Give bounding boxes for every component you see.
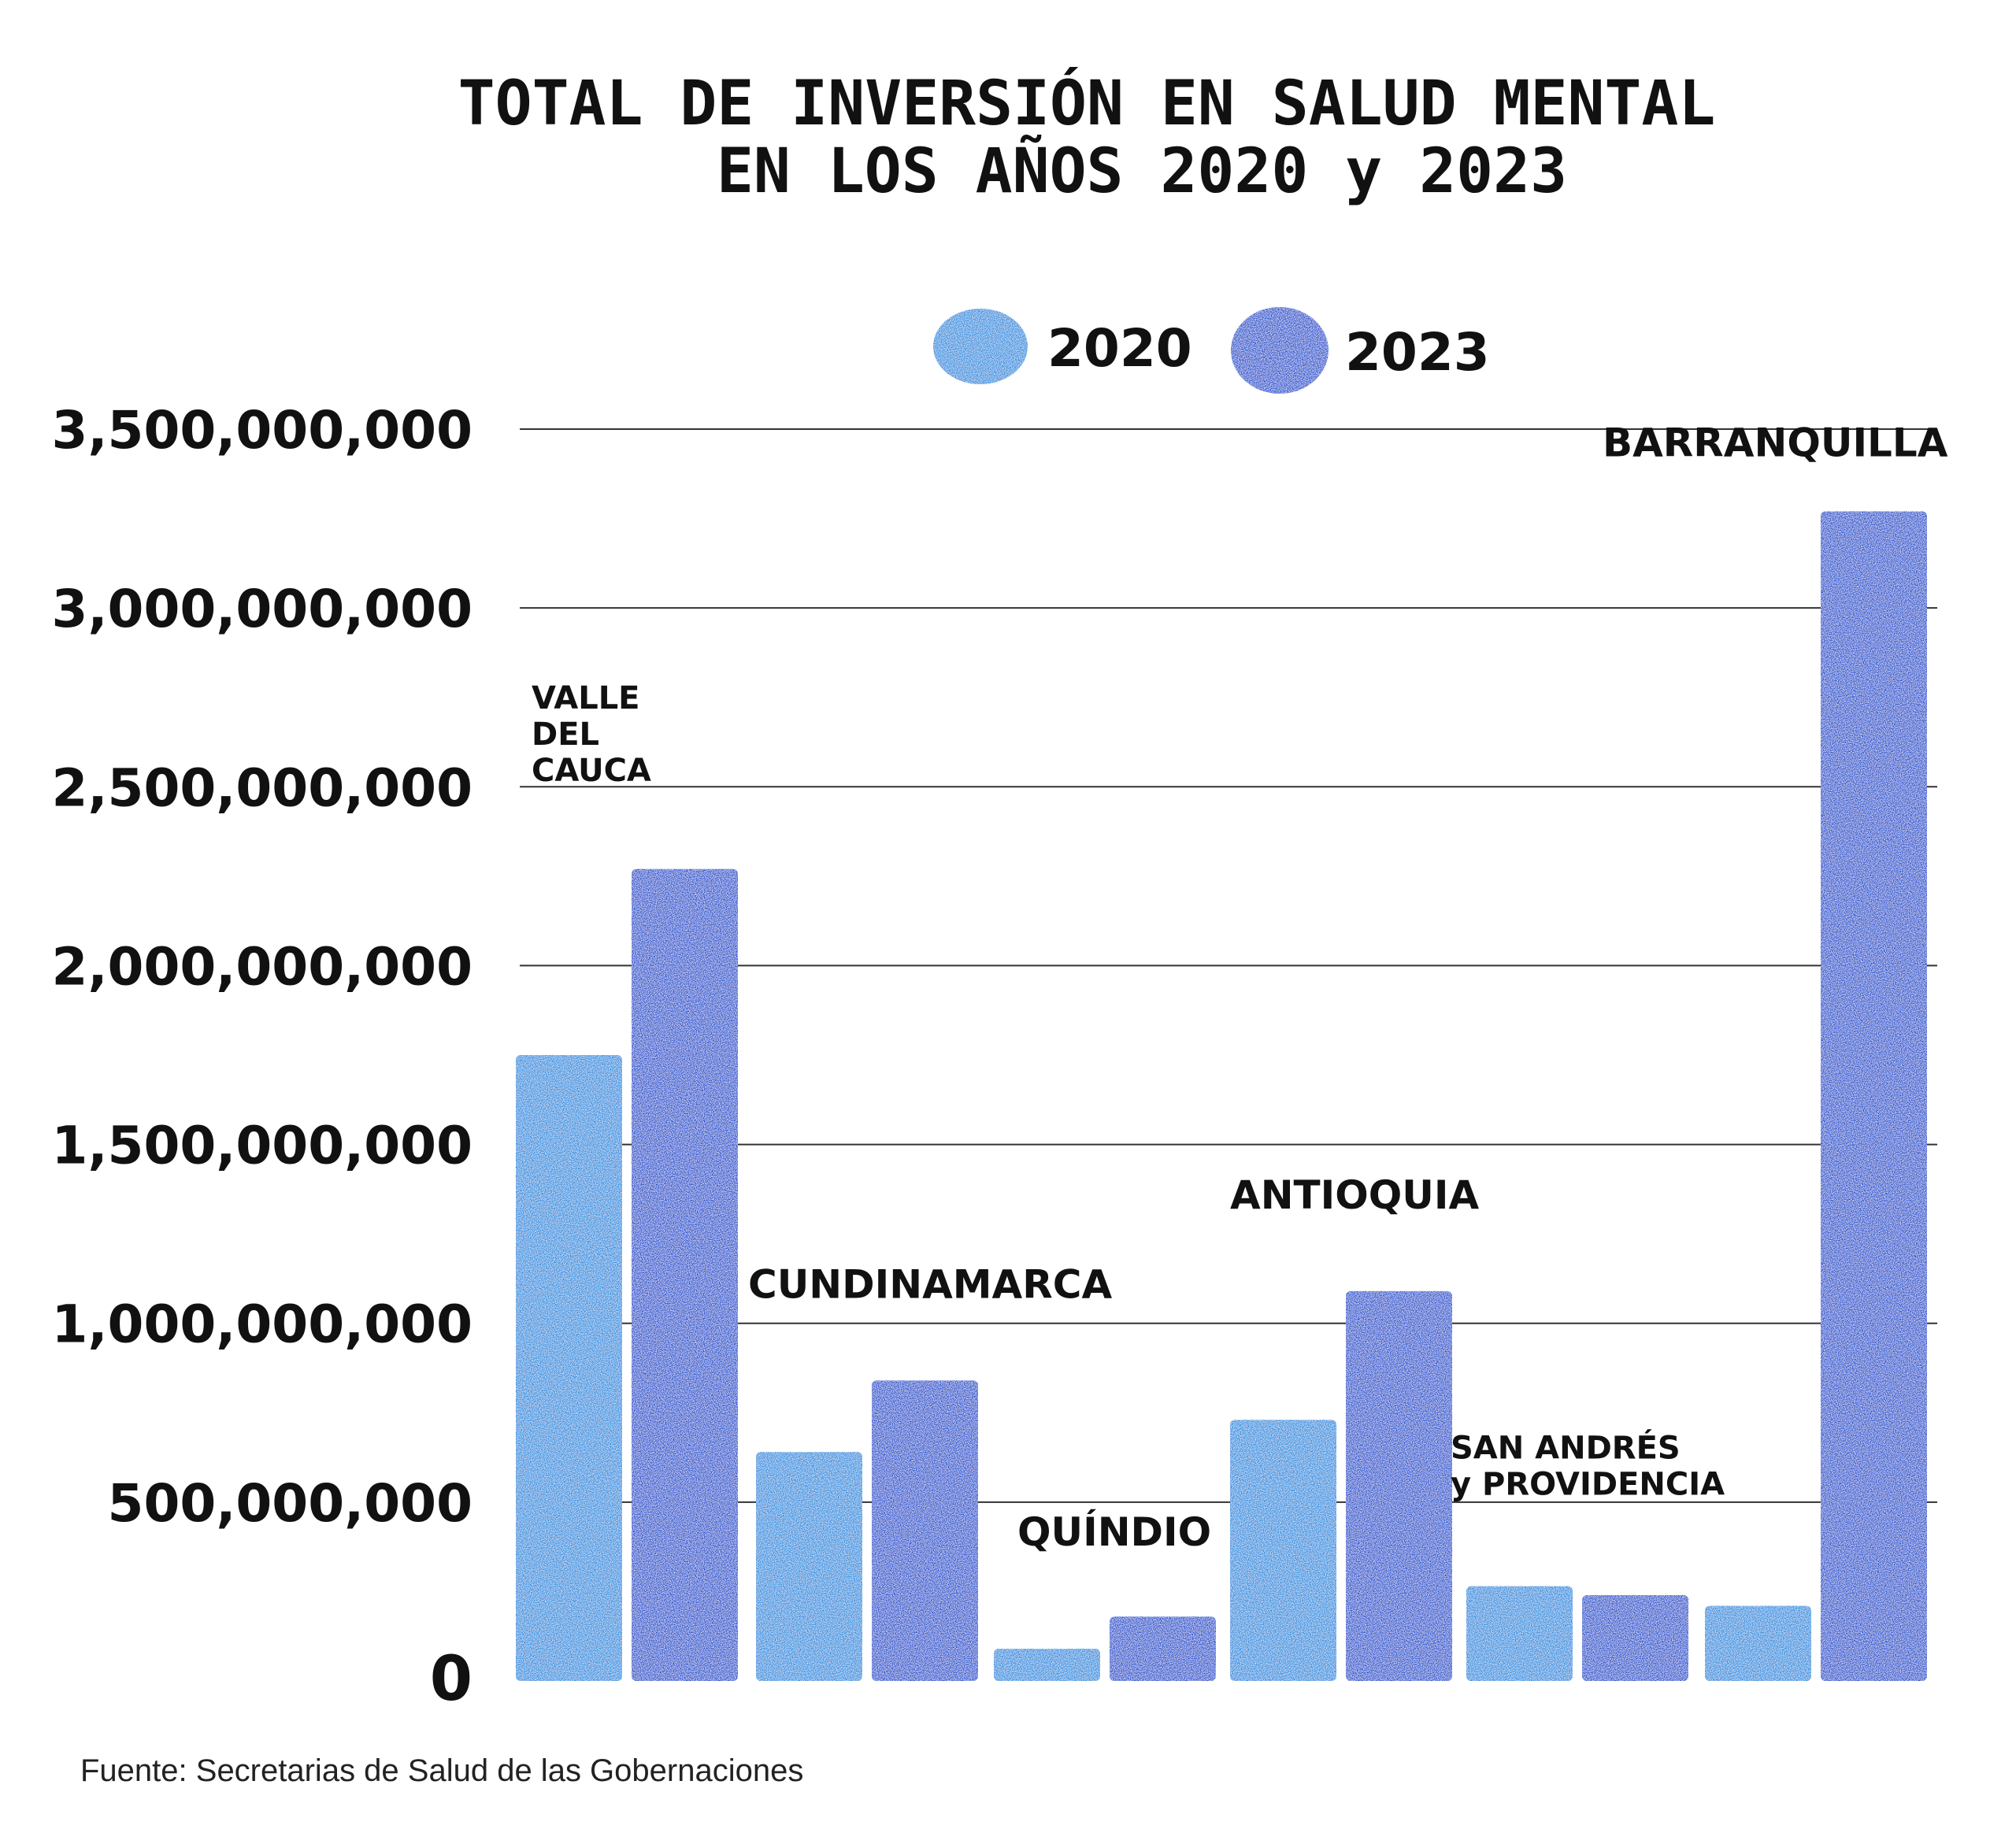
y-tick-label: 3,500,000,000 [52,400,472,461]
gridlines [520,428,1937,1503]
y-tick-label: 2,500,000,000 [52,757,472,818]
category-label: ANTIOQUIA [1230,1172,1479,1218]
y-tick-label: 500,000,000 [108,1473,472,1534]
bar-2020-4 [1466,1586,1573,1681]
legend: 2020 2023 [933,307,1490,394]
y-tick-label: 2,000,000,000 [52,936,472,997]
y-axis: 0 500,000,000 1,000,000,000 1,500,000,000 2,… [52,400,472,1715]
legend-swatch-2023 [1231,307,1329,394]
y-tick-label: 1,000,000,000 [52,1294,472,1355]
bar-2023-1 [872,1380,978,1681]
bar-2020-1 [756,1452,862,1681]
category-label: BARRANQUILLA [1603,420,1948,465]
bar-2020-5 [1705,1605,1811,1681]
bars [516,511,1927,1681]
category-label: SAN ANDRÉS [1451,1429,1681,1467]
y-tick-label: 0 [430,1644,472,1715]
bar-2023-4 [1582,1594,1688,1681]
category-label: DEL [532,716,599,753]
bar-2023-0 [632,868,738,1681]
category-label: QUÍNDIO [1017,1509,1211,1555]
category-label: VALLE [532,680,640,716]
legend-label-2023: 2023 [1345,322,1490,383]
category-label: CUNDINAMARCA [748,1261,1112,1307]
bar-2023-2 [1110,1616,1216,1681]
category-label: y PROVIDENCIA [1451,1467,1725,1503]
bar-2020-0 [516,1055,622,1681]
legend-swatch-2020 [933,309,1028,384]
y-tick-label: 1,500,000,000 [52,1116,472,1176]
chart-title-line1: TOTAL DE INVERSIÓN EN SALUD MENTAL [458,67,1716,139]
legend-label-2020: 2020 [1047,318,1192,379]
bar-2020-3 [1230,1420,1336,1681]
bar-2020-2 [994,1649,1100,1681]
category-label: CAUCA [532,753,651,789]
bar-2023-3 [1346,1290,1452,1681]
bar-2023-5 [1821,511,1927,1681]
source-note: Fuente: Secretarias de Salud de las Gobe… [80,1753,803,1788]
y-tick-label: 3,000,000,000 [52,579,472,639]
chart-title-line2: EN LOS AÑOS 2020 y 2023 [717,135,1567,207]
